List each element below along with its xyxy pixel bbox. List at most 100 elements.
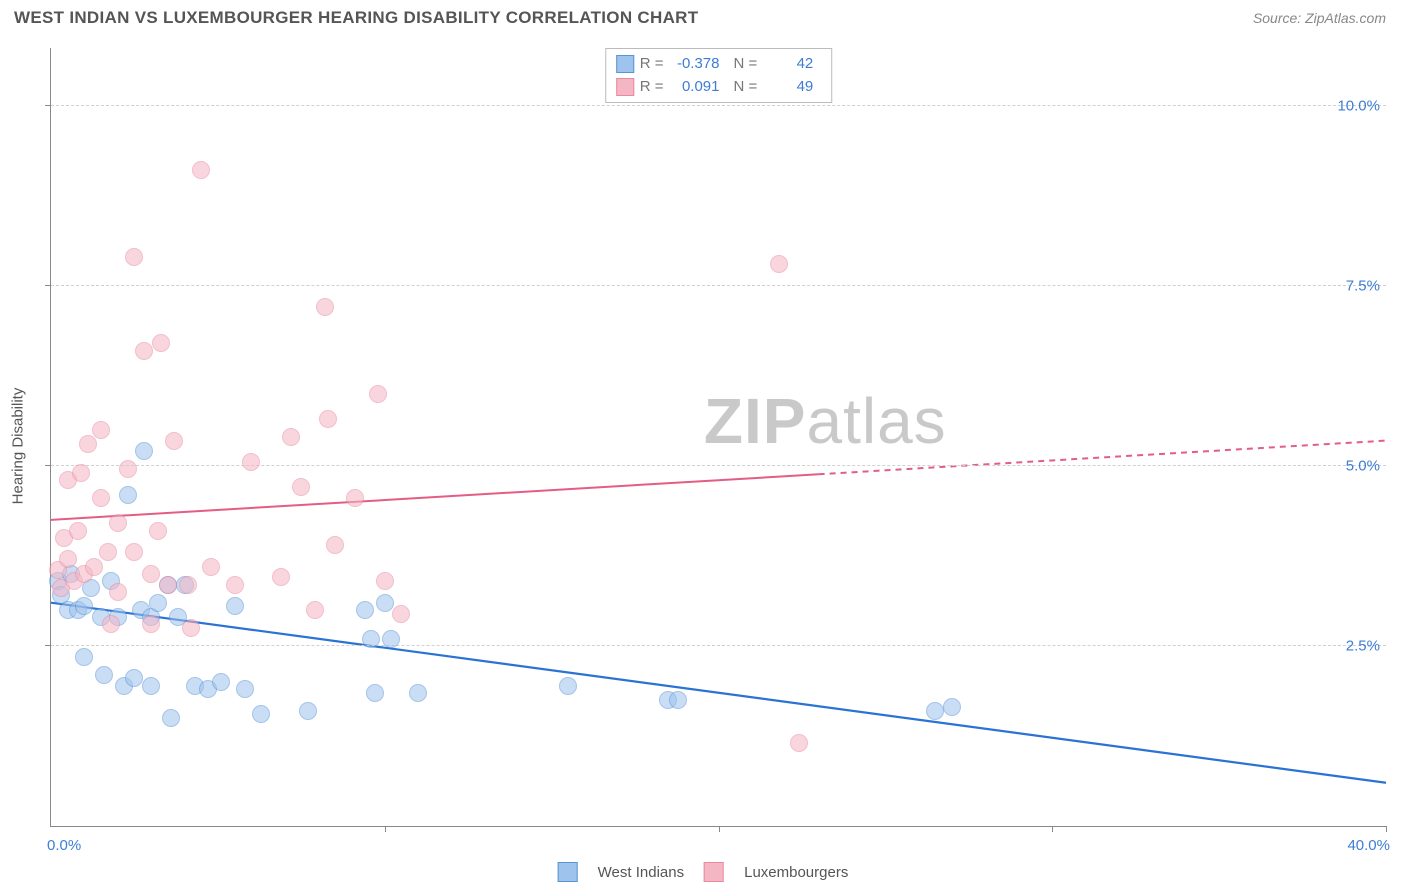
stat-r-value-0: -0.378	[670, 53, 720, 76]
scatter-point	[179, 576, 197, 594]
scatter-point	[85, 558, 103, 576]
scatter-point	[192, 161, 210, 179]
bottom-legend: West Indians Luxembourgers	[558, 862, 849, 882]
scatter-point	[282, 428, 300, 446]
scatter-point	[376, 572, 394, 590]
scatter-point	[125, 248, 143, 266]
scatter-point	[109, 514, 127, 532]
x-tick-mark	[719, 826, 720, 832]
scatter-point	[119, 460, 137, 478]
scatter-point	[125, 669, 143, 687]
gridline-h	[51, 285, 1386, 286]
scatter-point	[69, 522, 87, 540]
scatter-point	[236, 680, 254, 698]
stat-n-label-1: N =	[734, 76, 758, 99]
scatter-point	[165, 432, 183, 450]
scatter-point	[242, 453, 260, 471]
trend-lines	[51, 48, 1386, 826]
legend-label-0: West Indians	[598, 864, 684, 881]
watermark-bold: ZIP	[704, 385, 807, 457]
scatter-point	[149, 522, 167, 540]
stat-r-label-0: R =	[640, 53, 664, 76]
scatter-point	[162, 709, 180, 727]
swatch-series-0	[616, 55, 634, 73]
scatter-point	[943, 698, 961, 716]
x-tick-mark	[385, 826, 386, 832]
chart-title: WEST INDIAN VS LUXEMBOURGER HEARING DISA…	[14, 8, 698, 28]
scatter-point	[75, 597, 93, 615]
scatter-point	[382, 630, 400, 648]
scatter-point	[366, 684, 384, 702]
scatter-point	[369, 385, 387, 403]
stats-row-series-0: R = -0.378 N = 42	[616, 53, 822, 76]
y-tick-mark	[45, 285, 51, 286]
x-tick-mark	[1052, 826, 1053, 832]
scatter-point	[926, 702, 944, 720]
stat-n-value-1: 49	[763, 76, 813, 99]
scatter-point	[292, 478, 310, 496]
stats-row-series-1: R = 0.091 N = 49	[616, 76, 822, 99]
y-tick-mark	[45, 645, 51, 646]
source-attribution: Source: ZipAtlas.com	[1253, 10, 1386, 26]
y-tick-mark	[45, 465, 51, 466]
stats-legend-box: R = -0.378 N = 42 R = 0.091 N = 49	[605, 48, 833, 103]
scatter-point	[790, 734, 808, 752]
scatter-point	[226, 576, 244, 594]
scatter-point	[75, 648, 93, 666]
legend-swatch-1	[704, 862, 724, 882]
scatter-point	[316, 298, 334, 316]
scatter-point	[319, 410, 337, 428]
swatch-series-1	[616, 78, 634, 96]
chart-header: WEST INDIAN VS LUXEMBOURGER HEARING DISA…	[0, 0, 1406, 32]
source-name: ZipAtlas.com	[1305, 10, 1386, 26]
scatter-point	[326, 536, 344, 554]
scatter-point	[109, 583, 127, 601]
scatter-point	[226, 597, 244, 615]
scatter-point	[392, 605, 410, 623]
watermark: ZIPatlas	[704, 384, 947, 458]
scatter-point	[362, 630, 380, 648]
y-tick-label: 5.0%	[1346, 457, 1380, 474]
legend-label-1: Luxembourgers	[744, 864, 848, 881]
scatter-point	[152, 334, 170, 352]
scatter-point	[299, 702, 317, 720]
scatter-point	[212, 673, 230, 691]
scatter-point	[142, 565, 160, 583]
watermark-thin: atlas	[806, 385, 946, 457]
scatter-point	[252, 705, 270, 723]
scatter-point	[102, 615, 120, 633]
scatter-point	[99, 543, 117, 561]
scatter-point	[149, 594, 167, 612]
y-tick-label: 10.0%	[1337, 97, 1380, 114]
scatter-point	[125, 543, 143, 561]
scatter-point	[306, 601, 324, 619]
legend-swatch-0	[558, 862, 578, 882]
scatter-point	[135, 442, 153, 460]
scatter-point	[142, 615, 160, 633]
scatter-point	[356, 601, 374, 619]
stat-r-value-1: 0.091	[670, 76, 720, 99]
y-tick-label: 7.5%	[1346, 277, 1380, 294]
scatter-point	[346, 489, 364, 507]
scatter-point	[202, 558, 220, 576]
stat-r-label-1: R =	[640, 76, 664, 99]
source-prefix: Source:	[1253, 10, 1305, 26]
gridline-h	[51, 105, 1386, 106]
scatter-point	[159, 576, 177, 594]
scatter-point	[409, 684, 427, 702]
scatter-point	[79, 435, 97, 453]
scatter-point	[182, 619, 200, 637]
stat-n-label-0: N =	[734, 53, 758, 76]
y-axis-label: Hearing Disability	[10, 388, 27, 505]
x-axis-origin-label: 0.0%	[47, 837, 81, 854]
scatter-point	[59, 550, 77, 568]
scatter-point	[135, 342, 153, 360]
scatter-point	[559, 677, 577, 695]
y-tick-label: 2.5%	[1346, 637, 1380, 654]
scatter-point	[669, 691, 687, 709]
scatter-point	[92, 421, 110, 439]
gridline-h	[51, 645, 1386, 646]
plot-area: ZIPatlas R = -0.378 N = 42 R = 0.091 N =…	[50, 48, 1386, 827]
scatter-point	[119, 486, 137, 504]
scatter-point	[272, 568, 290, 586]
